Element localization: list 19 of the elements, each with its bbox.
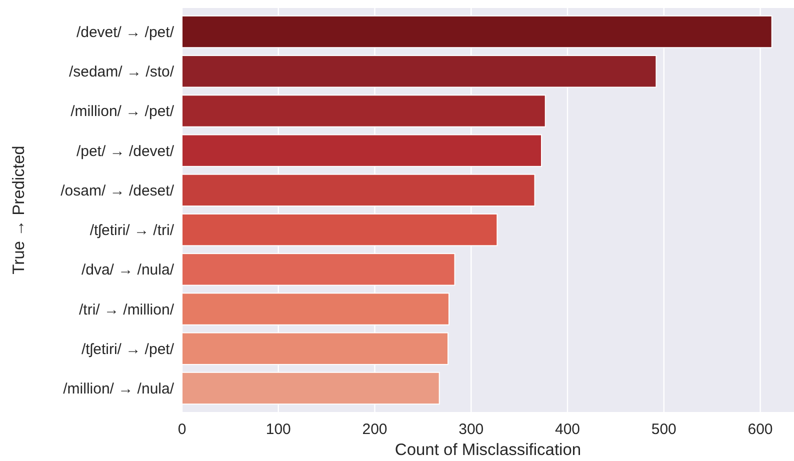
y-tick-label: /osam/ → /deset/ bbox=[60, 182, 175, 200]
x-tick-label: 400 bbox=[554, 421, 580, 438]
x-tick-label: 300 bbox=[458, 421, 484, 438]
y-tick-label: /sedam/ → /sto/ bbox=[68, 64, 175, 81]
x-tick-label: 600 bbox=[748, 421, 773, 438]
y-tick-label: /tʃetiri/ → /tri/ bbox=[90, 222, 175, 240]
x-tick-label: 500 bbox=[651, 421, 676, 438]
y-tick-label: /million/ → /nula/ bbox=[63, 380, 175, 398]
y-tick-label: /million/ → /pet/ bbox=[70, 103, 175, 120]
x-tick-label: 200 bbox=[362, 421, 388, 438]
y-tick-label: /tʃetiri/ → /pet/ bbox=[81, 340, 175, 358]
x-tick-label: 0 bbox=[178, 421, 186, 438]
y-tick-label: /devet/ → /pet/ bbox=[76, 24, 175, 42]
y-axis-title: True → Predicted bbox=[10, 146, 28, 274]
y-tick-label: /dva/ → /nula/ bbox=[81, 262, 175, 279]
y-tick-label: /pet/ → /devet/ bbox=[76, 142, 175, 160]
y-tick-label: /tri/ → /million/ bbox=[78, 301, 175, 318]
x-tick-label: 100 bbox=[266, 421, 291, 438]
x-axis-title: Count of Misclassification bbox=[394, 441, 582, 459]
